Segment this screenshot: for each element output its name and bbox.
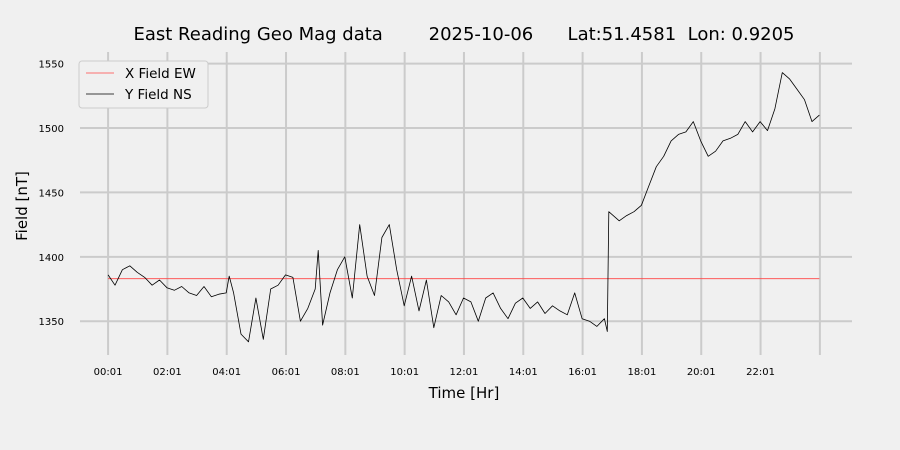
- grid: [80, 52, 852, 355]
- y-axis-label: Field [nT]: [13, 171, 31, 241]
- x-tick-label: 08:01: [331, 367, 360, 378]
- y-tick-label: 1350: [39, 317, 64, 328]
- x-tick-label: 10:01: [390, 367, 419, 378]
- x-tick-label: 22:01: [746, 367, 775, 378]
- series-lines: [107, 72, 820, 343]
- y-tick-label: 1400: [39, 253, 64, 264]
- chart-title: East Reading Geo Mag data 2025-10-06 Lat…: [133, 24, 795, 45]
- x-tick-label: 14:01: [509, 367, 538, 378]
- legend-label-x-field: X Field EW: [125, 66, 196, 82]
- x-tick-label: 12:01: [450, 367, 479, 378]
- legend-label-y-field: Y Field NS: [124, 87, 192, 103]
- x-tick-label: 04:01: [212, 367, 241, 378]
- y-tick-label: 1450: [39, 188, 64, 199]
- x-tick-label: 02:01: [153, 367, 182, 378]
- tick-labels: 1350 1400 1450 1500 1550 00:01 02:01 04:01 06:01…: [39, 60, 775, 378]
- x-tick-label: 18:01: [628, 367, 657, 378]
- x-axis-label: Time [Hr]: [428, 384, 500, 402]
- x-tick-label: 20:01: [687, 367, 716, 378]
- x-tick-label: 06:01: [272, 367, 301, 378]
- y-tick-label: 1550: [39, 60, 64, 71]
- series-line-y-field-ns: [107, 72, 820, 343]
- x-tick-label: 16:01: [568, 367, 597, 378]
- x-tick-label: 00:01: [94, 367, 123, 378]
- legend: X Field EW Y Field NS: [78, 60, 209, 109]
- y-tick-label: 1500: [39, 124, 64, 135]
